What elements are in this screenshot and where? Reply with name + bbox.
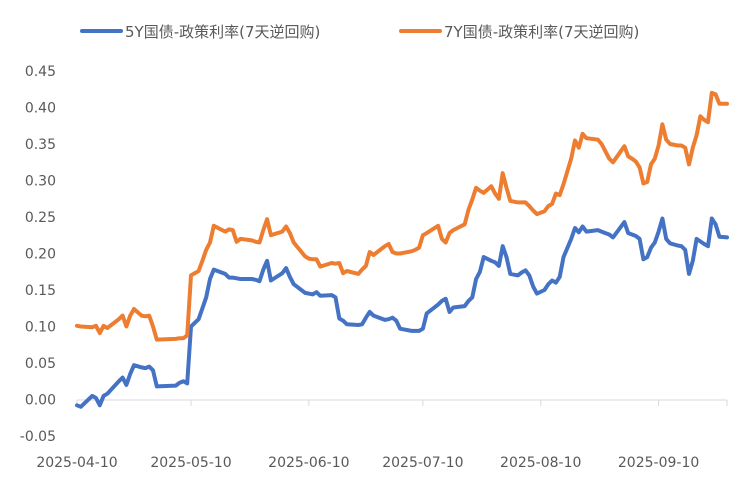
y-tick-label: 0.10 xyxy=(25,320,56,336)
x-axis: 2025-04-10 2025-05-10 2025-06-10 2025-07-10… xyxy=(36,399,728,471)
x-tick-label: 2025-09-10 xyxy=(618,455,699,471)
y-tick-label: 0.40 xyxy=(25,101,56,117)
x-tick-label: 2025-04-10 xyxy=(36,455,117,471)
legend: 5Y国债-政策利率(7天逆回购) 7Y国债-政策利率(7天逆回购) xyxy=(80,23,639,41)
y-tick-label: 0.35 xyxy=(25,137,56,153)
y-tick-label: 0.45 xyxy=(25,64,56,80)
y-tick-label: 0.05 xyxy=(25,356,56,372)
y-axis: -0.05 0.00 0.05 0.10 0.15 0.20 0.25 0.30 0.35 0.4… xyxy=(20,64,56,445)
y-tick-label: 0.00 xyxy=(25,393,56,409)
x-tick-label: 2025-06-10 xyxy=(268,455,349,471)
y-tick-label: 0.30 xyxy=(25,174,56,190)
y-tick-label: 0.20 xyxy=(25,247,56,263)
y-tick-label: 0.15 xyxy=(25,283,56,299)
y-tick-label: 0.25 xyxy=(25,210,56,226)
x-tick-label: 2025-05-10 xyxy=(150,455,231,471)
series-line-7y xyxy=(75,90,729,342)
series-line-5y xyxy=(75,216,729,409)
x-tick-label: 2025-07-10 xyxy=(382,455,463,471)
legend-label-5y: 5Y国债-政策利率(7天逆回购) xyxy=(125,23,320,41)
y-tick-label: -0.05 xyxy=(20,429,56,445)
series-layer xyxy=(75,90,729,409)
x-tick-label: 2025-08-10 xyxy=(500,455,581,471)
legend-label-7y: 7Y国债-政策利率(7天逆回购) xyxy=(444,23,639,41)
